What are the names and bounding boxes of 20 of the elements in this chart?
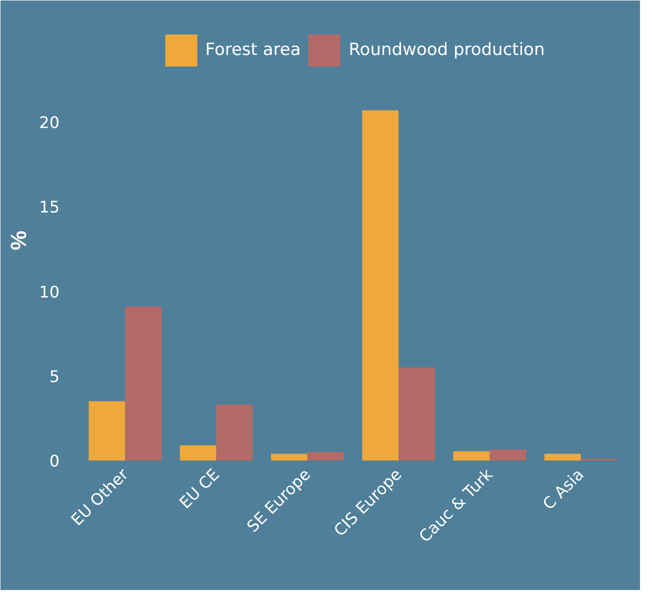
x-tick-label: EU CE [176, 464, 224, 512]
bar [362, 110, 399, 460]
legend-label: Roundwood production [348, 40, 545, 60]
bar [490, 450, 526, 460]
y-tick-label: 0 [49, 452, 60, 470]
legend-label: Forest area [205, 40, 301, 60]
y-tick-label: 10 [39, 282, 60, 302]
y-tick-label: 20 [39, 113, 60, 132]
y-tick-label: 15 [39, 198, 60, 217]
bar [216, 404, 253, 460]
bar [88, 401, 126, 460]
y-axis-title: % [6, 230, 32, 250]
bar [307, 452, 344, 460]
bar [270, 454, 308, 460]
y-tick-label: 5 [49, 366, 60, 386]
bar [453, 451, 490, 460]
bar [125, 306, 162, 460]
bar [544, 454, 581, 460]
bar [398, 367, 436, 460]
bar [180, 445, 216, 460]
